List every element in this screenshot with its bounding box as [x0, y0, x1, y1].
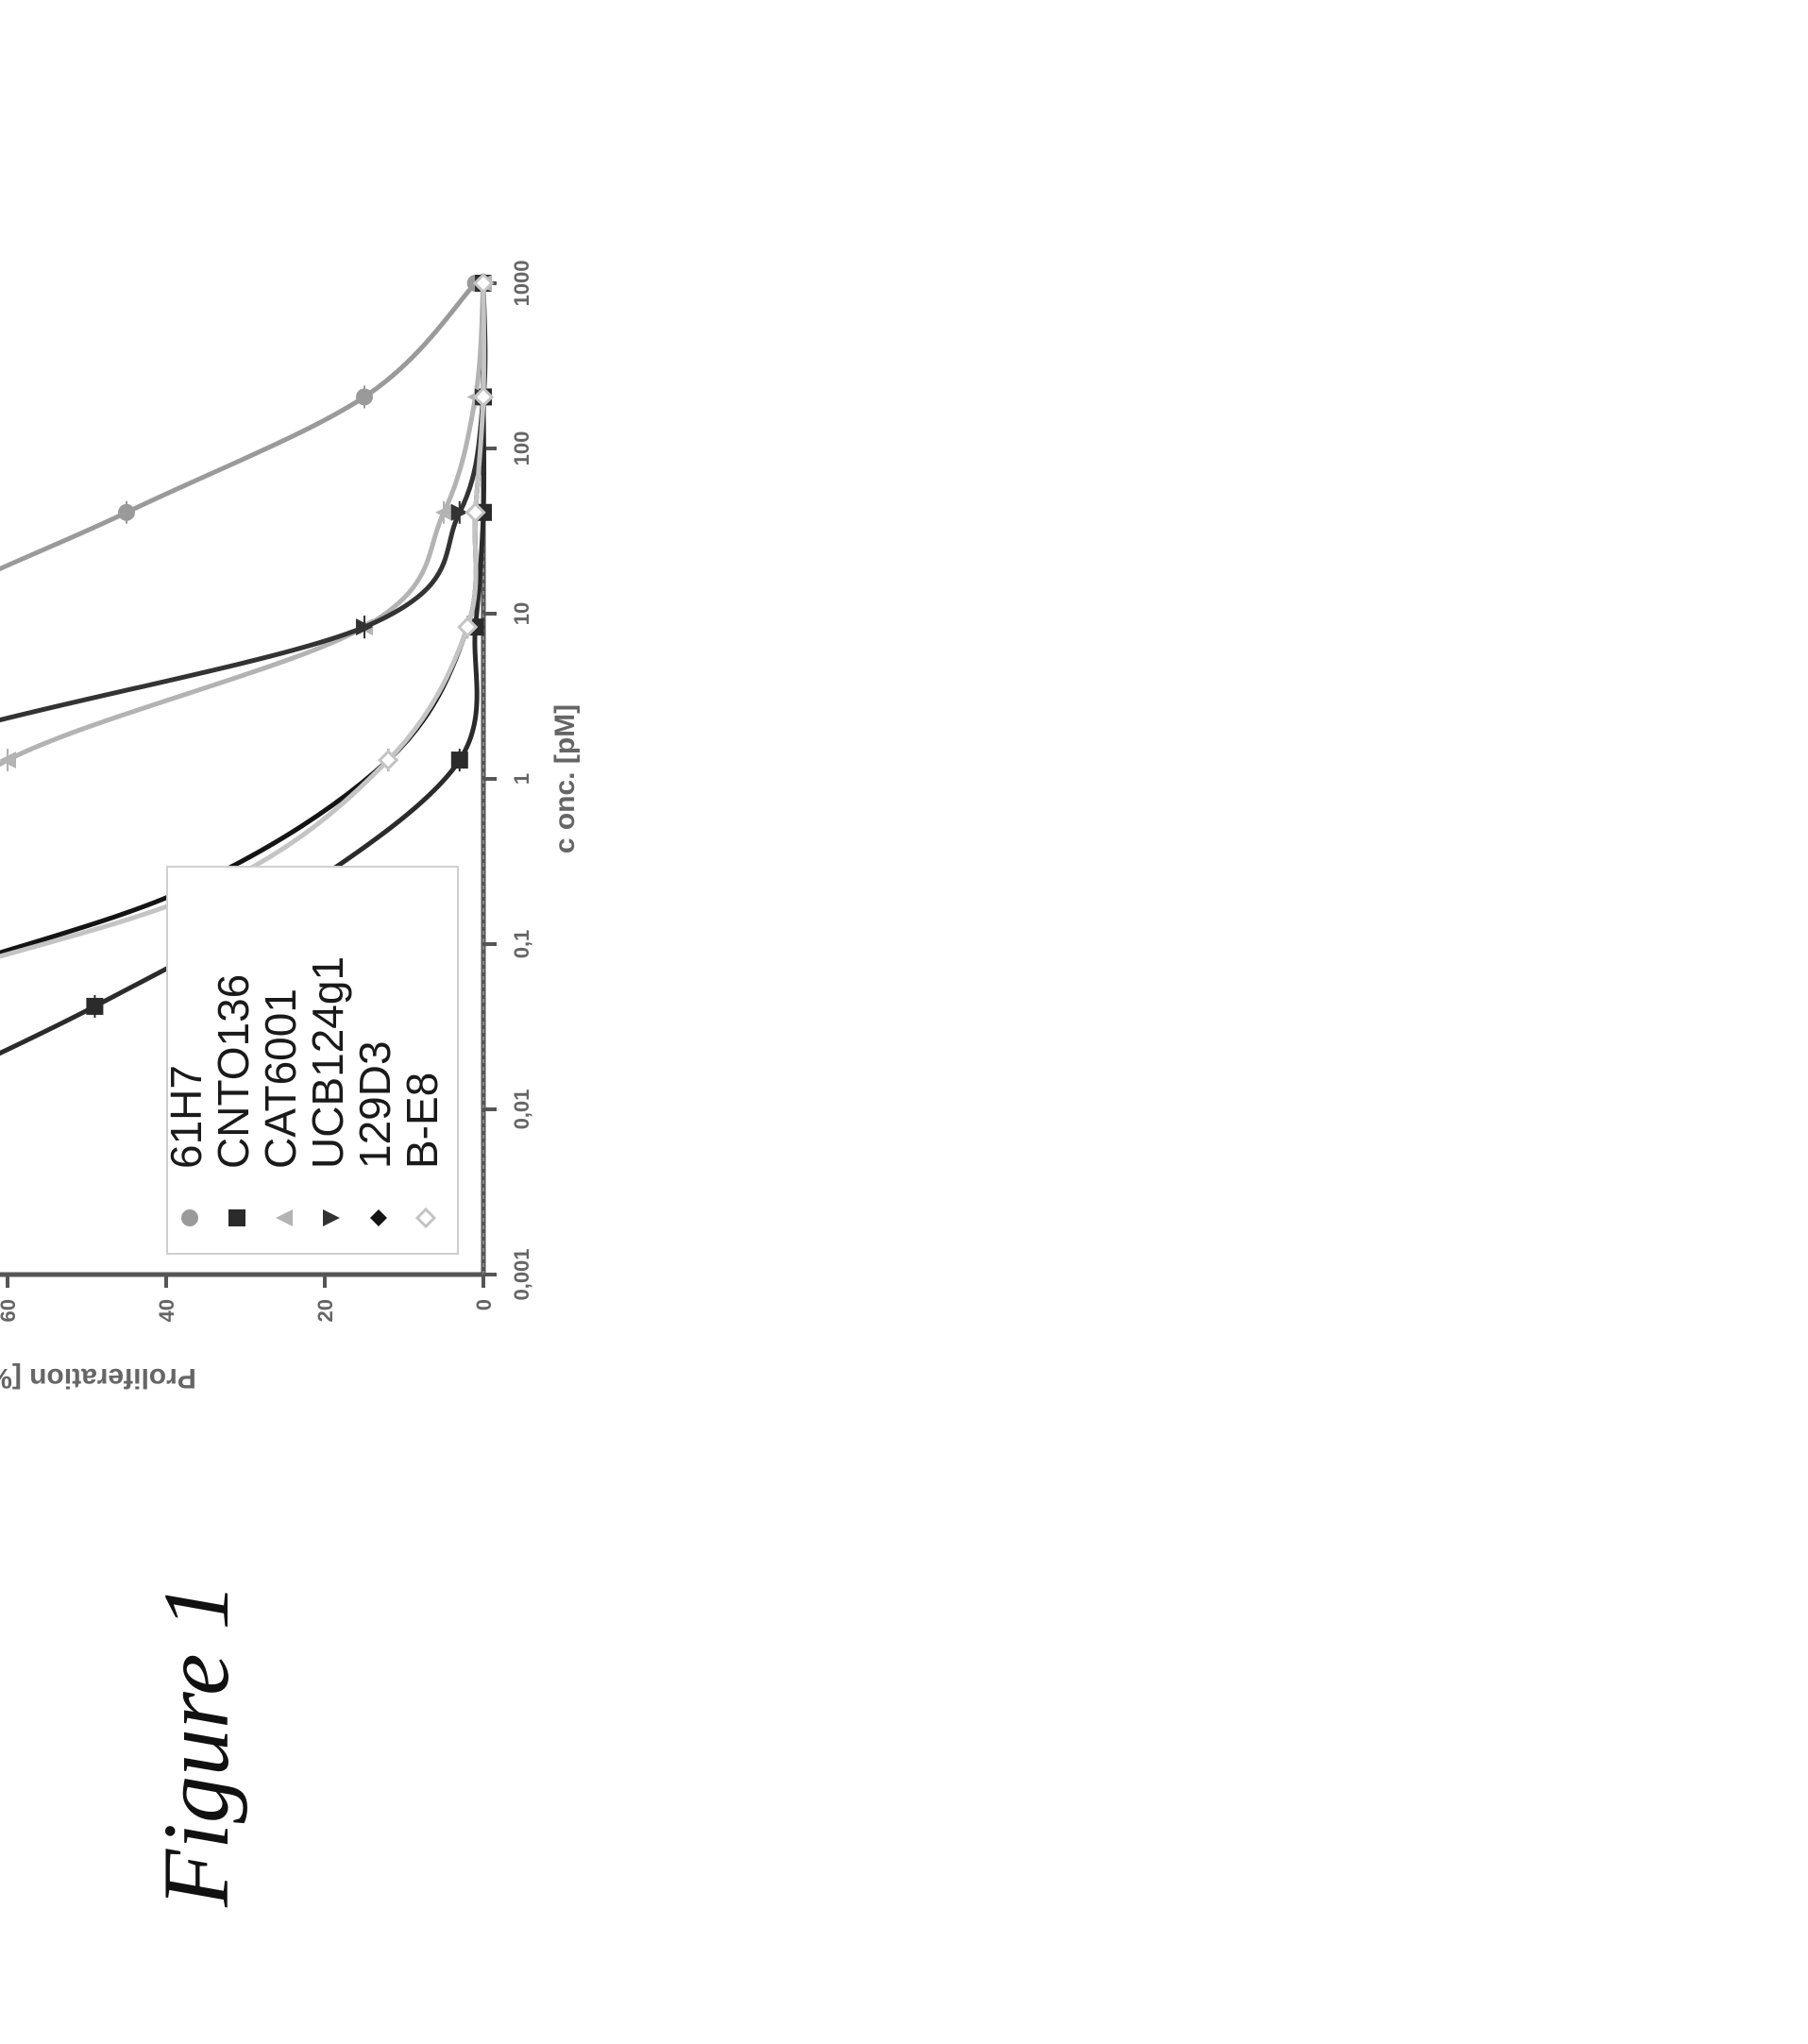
legend: 61H7CNTO136CAT6001UCB124g1129D3B-E8 — [161, 867, 458, 1254]
legend-label: CAT6001 — [256, 988, 305, 1169]
legend-label: 129D3 — [350, 1040, 399, 1169]
x-axis-label: c onc. [pM] — [549, 704, 581, 853]
y-tick-label: 40 — [155, 1299, 178, 1322]
y-axis-label: Proliferation [%] — [0, 1362, 196, 1394]
data-point — [451, 752, 468, 769]
x-tick-label: 100 — [510, 431, 533, 466]
x-tick-label: 1000 — [510, 261, 533, 307]
x-tick-label: 10 — [510, 602, 533, 625]
legend-marker — [181, 1209, 198, 1226]
x-tick-label: 0,01 — [510, 1090, 533, 1130]
y-tick-label: 0 — [472, 1299, 496, 1310]
x-tick-label: 1 — [510, 773, 533, 785]
y-tick-label: 60 — [0, 1299, 20, 1322]
y-tick-label: 20 — [313, 1299, 337, 1322]
x-tick-label: 0,1 — [510, 930, 533, 959]
plot-area: 0,0010,010,11101001000020406080100c onc.… — [0, 261, 581, 1394]
x-tick-label: 0,001 — [510, 1248, 533, 1300]
legend-label: B-E8 — [397, 1073, 447, 1169]
legend-label: 61H7 — [161, 1065, 211, 1169]
data-point — [86, 998, 103, 1015]
legend-marker — [228, 1209, 245, 1226]
legend-label: CNTO136 — [209, 974, 258, 1169]
legend-label: UCB124g1 — [303, 956, 352, 1169]
data-point — [356, 388, 373, 405]
data-point — [118, 504, 135, 521]
